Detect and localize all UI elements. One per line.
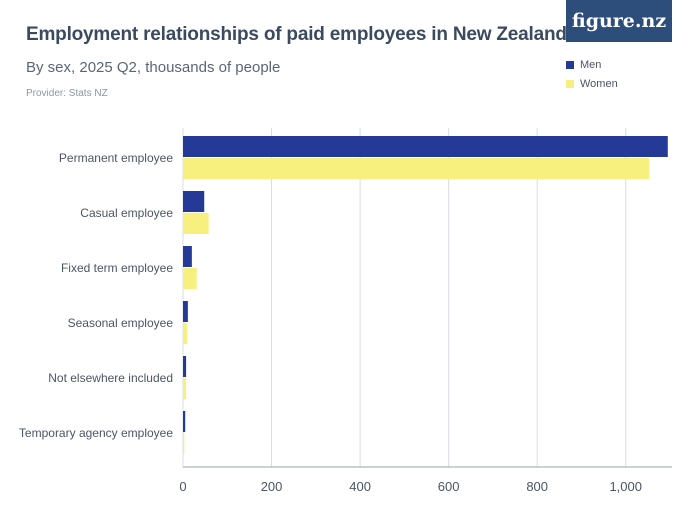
category-label: Fixed term employee — [61, 261, 173, 275]
chart-title: Employment relationships of paid employe… — [26, 24, 567, 45]
bar-men — [183, 356, 187, 377]
x-tick-label: 200 — [261, 479, 283, 494]
provider-note: Provider: Stats NZ — [26, 88, 108, 99]
legend-swatch-women — [566, 79, 574, 88]
bar-women — [183, 158, 650, 179]
bar-men — [183, 301, 188, 322]
x-tick-label: 600 — [438, 479, 460, 494]
category-label: Permanent employee — [59, 151, 173, 165]
chart-subtitle: By sex, 2025 Q2, thousands of people — [26, 59, 281, 76]
legend-item-men: Men — [566, 55, 618, 74]
category-label: Temporary agency employee — [19, 426, 173, 440]
bar-women — [183, 323, 187, 344]
legend-label-women: Women — [580, 77, 618, 90]
x-tick-label: 1,000 — [609, 479, 642, 494]
legend-label-men: Men — [580, 58, 602, 71]
bar-men — [183, 246, 192, 267]
figure-nz-logo[interactable]: figure.nz — [566, 0, 672, 42]
bar-men — [183, 136, 668, 157]
bar-women — [183, 433, 185, 454]
x-tick-label: 0 — [179, 479, 186, 494]
category-label: Seasonal employee — [68, 316, 174, 330]
bar-women — [183, 378, 187, 399]
bar-men — [183, 191, 205, 212]
chart-legend: Men Women — [566, 55, 618, 93]
bar-women — [183, 268, 197, 289]
legend-item-women: Women — [566, 74, 618, 93]
category-label: Not elsewhere included — [48, 371, 173, 385]
category-label: Casual employee — [80, 206, 173, 220]
legend-swatch-men — [566, 60, 574, 69]
bar-women — [183, 213, 209, 234]
x-tick-label: 400 — [349, 479, 371, 494]
bar-men — [183, 411, 186, 432]
x-tick-label: 800 — [526, 479, 548, 494]
